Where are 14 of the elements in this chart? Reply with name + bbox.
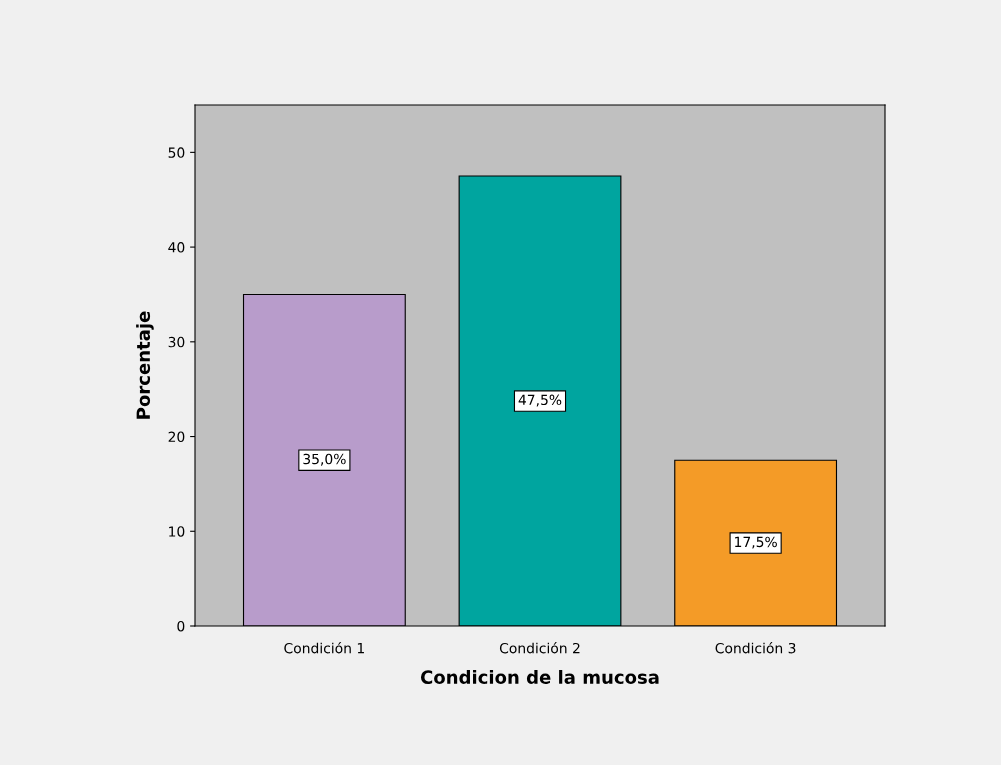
x-axis-title: Condicion de la mucosa — [420, 670, 659, 684]
y-tick-label: 10 — [169, 526, 185, 537]
y-axis-title: Porcentaje — [136, 311, 154, 419]
x-tick-label: Condición 3 — [715, 642, 796, 654]
data-label: 35,0% — [303, 453, 346, 466]
x-tick-label: Condición 2 — [499, 642, 580, 654]
y-tick-label: 0 — [177, 620, 185, 632]
data-label: 47,5% — [518, 394, 562, 407]
y-tick-label: 30 — [168, 336, 185, 348]
y-tick-label: 20 — [168, 431, 185, 443]
y-tick-label: 50 — [168, 147, 185, 158]
x-tick-label: Condición 1 — [284, 642, 364, 654]
y-tick-label: 40 — [168, 242, 185, 253]
data-label: 17,5% — [735, 536, 777, 549]
